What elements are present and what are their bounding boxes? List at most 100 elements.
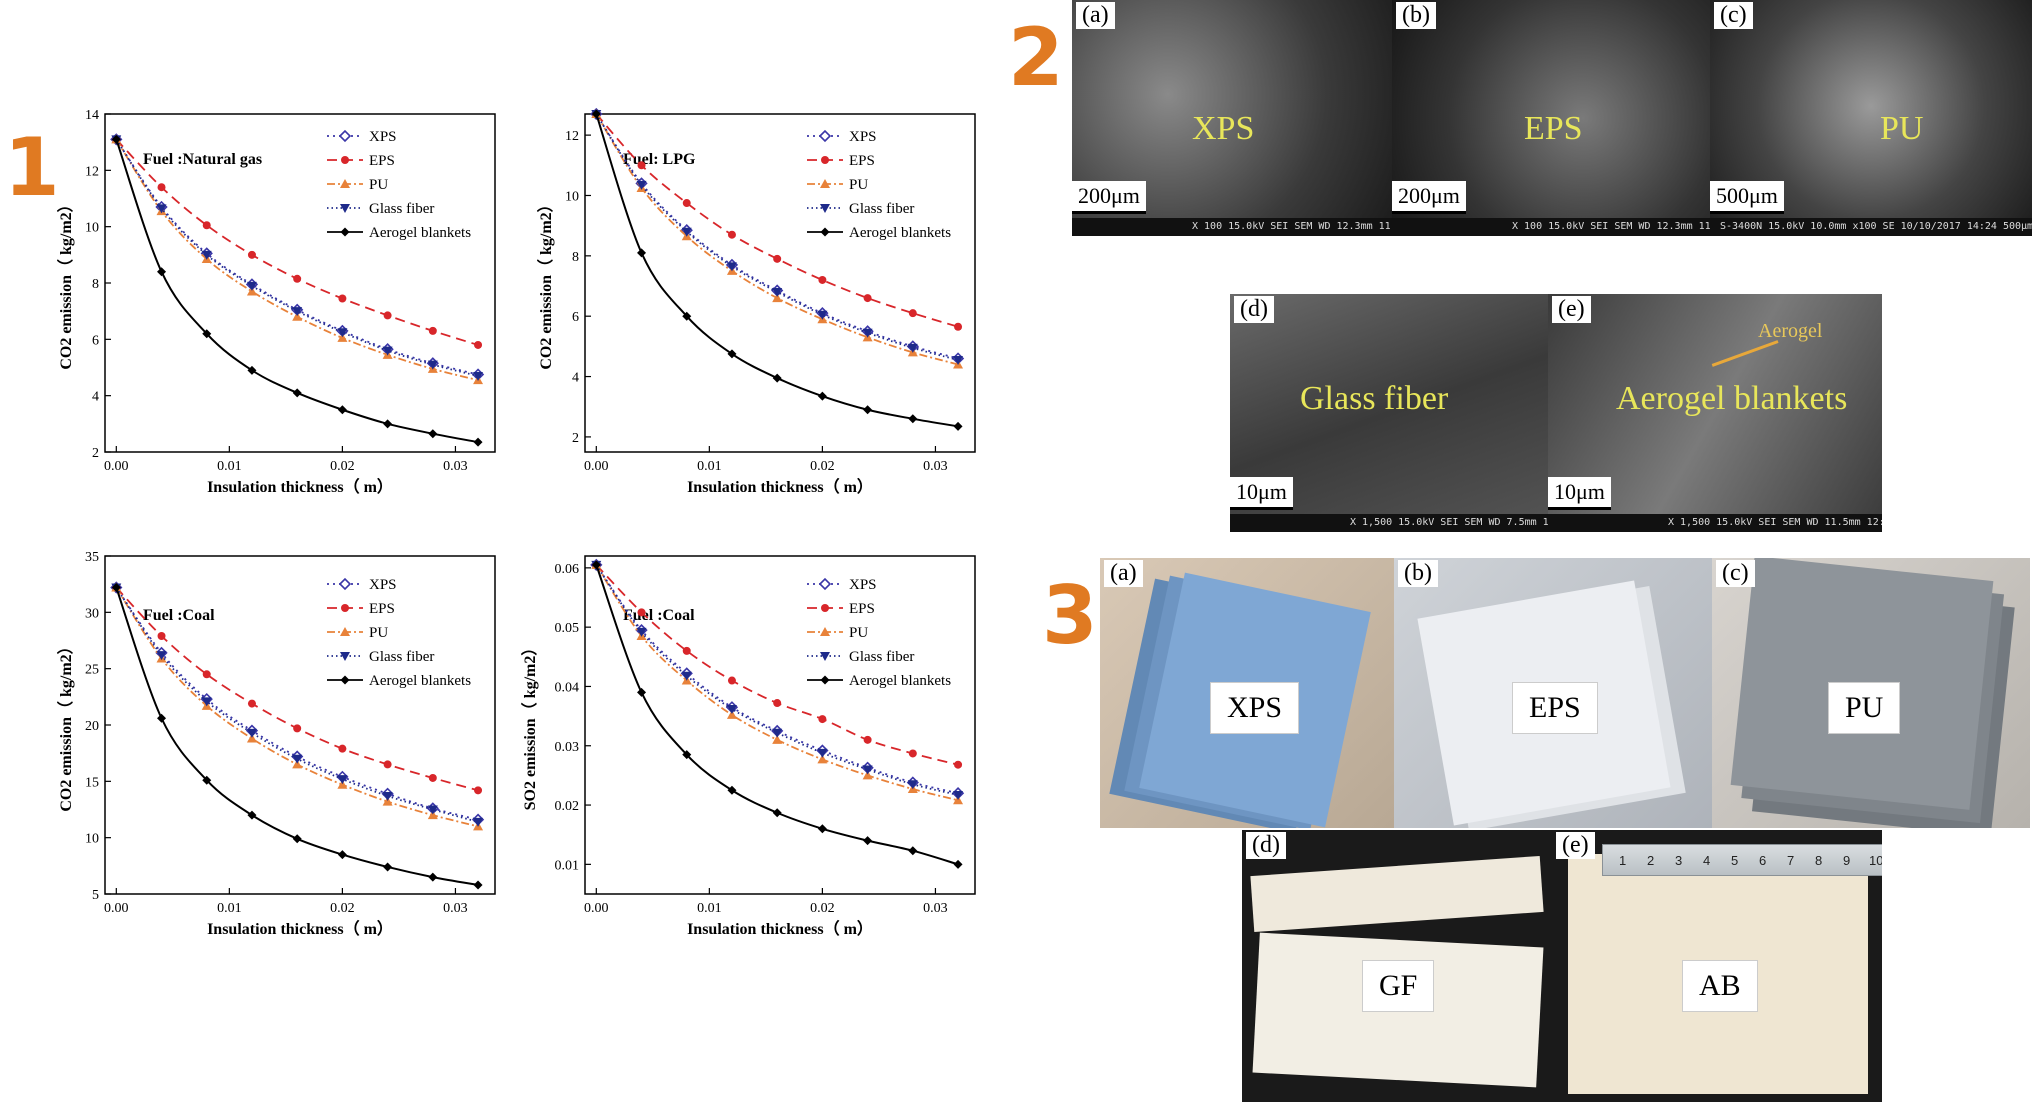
x-tick-label: 0.02: [810, 459, 835, 474]
x-tick-label: 0.01: [697, 901, 722, 916]
legend-marker: [340, 204, 350, 213]
data-point: [156, 204, 167, 214]
sem-letter-a: (a): [1076, 2, 1115, 29]
ruler-tick: 2: [1647, 853, 1655, 868]
ruler-tick: 10: [1869, 853, 1882, 868]
data-point: [292, 307, 303, 317]
legend-label: Glass fiber: [369, 649, 434, 665]
data-point: [682, 646, 691, 655]
data-point: [428, 872, 438, 882]
ruler-tick: 1: [1619, 853, 1627, 868]
data-point: [382, 791, 393, 801]
data-point: [682, 311, 692, 321]
series-line: [115, 587, 479, 828]
series-group: [591, 560, 963, 869]
data-point: [202, 670, 211, 679]
y-tick-label: 6: [572, 310, 579, 325]
legend-marker: [341, 604, 349, 612]
y-tick-label: 4: [92, 390, 99, 405]
chart-lpg-co2: 0.00 0.01 0.02 0.03 2 4 6 8 10 12 Insulation thick…: [537, 107, 976, 496]
x-axis-label: Insulation thickness（ m）: [207, 478, 393, 496]
data-point: [202, 775, 212, 785]
data-point: [817, 310, 828, 320]
data-point: [863, 836, 873, 846]
photo-panel-ab: 1 2 3 4 5 6 7 8 9 10 (e) AB: [1552, 830, 1882, 1102]
series-line: [115, 138, 479, 382]
sem-info-strip: X 100 15.0kV SEI SEM WD 12.3mm 11:53:05: [1392, 218, 1710, 236]
x-tick-label: 0.02: [330, 459, 355, 474]
section-number-1: 1: [4, 121, 60, 214]
chart-annotation: Fuel :Natural gas: [143, 151, 262, 168]
data-point: [473, 817, 484, 827]
x-tick-label: 0.00: [584, 901, 609, 916]
legend-marker: [820, 627, 830, 636]
series-group: [592, 560, 963, 769]
section-number-3: 3: [1042, 569, 1098, 662]
data-point: [427, 360, 438, 370]
y-tick-label: 10: [85, 221, 99, 236]
data-point: [247, 810, 257, 820]
ruler-tick: 3: [1675, 853, 1683, 868]
data-point: [773, 254, 782, 263]
chart-annotation: Fuel :Coal: [143, 607, 215, 624]
data-point: [383, 862, 393, 872]
y-tick-label: 30: [85, 606, 99, 621]
data-point: [337, 775, 348, 785]
x-tick-label: 0.03: [443, 459, 468, 474]
data-point: [636, 627, 647, 637]
scale-bar: 10μm: [1230, 477, 1293, 510]
data-point: [591, 560, 601, 570]
data-point: [337, 332, 348, 342]
x-tick-label: 0.00: [584, 459, 609, 474]
x-tick-label: 0.00: [104, 459, 129, 474]
data-point: [818, 275, 827, 284]
y-tick-label: 10: [565, 189, 579, 204]
sem-label-pu: PU: [1880, 110, 1924, 147]
data-point: [383, 311, 392, 320]
series-line: [595, 113, 959, 366]
scale-bar: 200μm: [1072, 181, 1146, 214]
y-axis-label: CO2 emission（ kg/m2）: [57, 196, 75, 369]
y-axis-label: SO2 emission（ kg/m2）: [521, 640, 539, 811]
data-point: [773, 699, 782, 708]
legend-label: EPS: [849, 153, 875, 169]
sem-panel-aerogel-blankets: (e) Aerogel Aerogel blankets 10μm X 1,50…: [1548, 294, 1882, 532]
data-point: [862, 328, 873, 338]
legend-marker: [821, 156, 829, 164]
data-point: [157, 267, 167, 277]
data-point: [817, 748, 828, 758]
y-tick-label: 12: [85, 164, 99, 179]
x-tick-label: 0.03: [923, 459, 948, 474]
data-point: [637, 161, 646, 170]
legend-marker: [820, 204, 830, 213]
data-point: [292, 759, 303, 769]
data-point: [428, 326, 437, 335]
data-point: [772, 293, 783, 303]
data-point: [473, 437, 483, 447]
legend-label: Aerogel blankets: [369, 673, 471, 689]
data-point: [247, 250, 256, 259]
data-point: [772, 288, 783, 298]
data-point: [954, 322, 963, 331]
legend-marker: [818, 577, 832, 591]
photo-label-pu: PU: [1828, 682, 1901, 734]
data-point: [383, 760, 392, 769]
legend-label: PU: [849, 177, 868, 193]
data-point: [247, 699, 256, 708]
ruler: 1 2 3 4 5 6 7 8 9 10: [1602, 844, 1882, 876]
sem-info-strip: S-3400N 15.0kV 10.0mm x100 SE 10/10/2017…: [1710, 218, 2032, 236]
data-point: [292, 388, 302, 398]
ruler-tick: 6: [1759, 853, 1767, 868]
data-point: [591, 109, 601, 119]
data-point: [338, 294, 347, 303]
y-tick-label: 2: [572, 431, 579, 446]
scale-bar: 500μm: [1710, 181, 1784, 214]
series-line: [115, 138, 479, 376]
data-point: [246, 286, 257, 296]
data-point: [292, 754, 303, 764]
x-tick-label: 0.01: [697, 459, 722, 474]
data-point: [428, 773, 437, 782]
x-axis-label: Insulation thickness（ m）: [207, 920, 393, 938]
sem-letter-c: (c): [1714, 2, 1753, 29]
data-point: [907, 343, 918, 353]
